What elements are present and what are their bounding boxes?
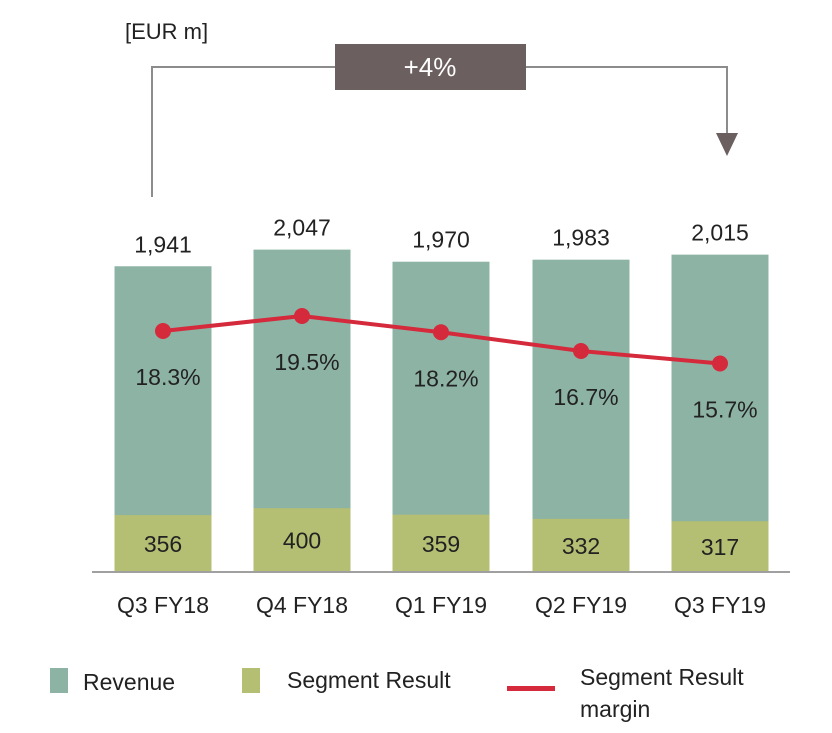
margin-point — [573, 343, 589, 359]
legend-swatch-margin — [507, 686, 555, 691]
growth-badge — [335, 44, 526, 90]
margin-label: 15.7% — [692, 397, 757, 423]
revenue-label: 2,015 — [691, 220, 749, 246]
revenue-bar — [671, 254, 769, 571]
margin-label: 18.2% — [413, 365, 478, 391]
connector-line — [151, 66, 335, 197]
legend-swatch-revenue — [50, 668, 68, 693]
x-tick-label: Q3 FY18 — [117, 592, 209, 618]
segment-result-bar — [392, 514, 490, 571]
x-tick-label: Q1 FY19 — [395, 592, 487, 618]
margin-point — [155, 323, 171, 339]
x-tick-label: Q3 FY19 — [674, 592, 766, 618]
x-tick-label: Q4 FY18 — [256, 592, 348, 618]
growth-badge-text: +4% — [404, 52, 457, 82]
margin-label: 18.3% — [135, 364, 200, 390]
margin-point — [433, 324, 449, 341]
segment-result-bar — [253, 508, 351, 571]
legend-label-revenue: Revenue — [83, 669, 175, 695]
revenue-label: 1,970 — [412, 227, 470, 253]
margin-point — [712, 355, 728, 372]
legend: Revenue Segment Result Segment Result mar… — [50, 664, 744, 722]
margin-label: 19.5% — [274, 349, 339, 375]
legend-label-margin: Segment Result margin — [580, 664, 744, 722]
segment-result-bar — [532, 518, 630, 571]
segment-result-label: 332 — [562, 533, 600, 559]
segment-result-label: 359 — [422, 531, 460, 557]
growth-connector: +4% — [151, 44, 738, 197]
segment-result-bar — [114, 515, 212, 571]
margin-label: 16.7% — [553, 384, 618, 410]
segment-result-bar — [671, 521, 769, 571]
revenue-label: 2,047 — [273, 215, 331, 241]
connector-line — [526, 66, 728, 135]
margin-point — [294, 308, 310, 324]
legend-swatch-segment-result — [242, 668, 260, 693]
legend-label-segment-result: Segment Result — [287, 667, 451, 693]
segment-result-label: 317 — [701, 534, 739, 560]
unit-label: [EUR m] — [125, 19, 208, 44]
revenue-label: 1,941 — [134, 231, 192, 257]
segment-result-label: 400 — [283, 528, 321, 554]
arrow-down-icon — [716, 133, 738, 156]
x-tick-label: Q2 FY19 — [535, 592, 627, 618]
revenue-label: 1,983 — [552, 225, 610, 251]
segment-result-label: 356 — [144, 531, 182, 557]
